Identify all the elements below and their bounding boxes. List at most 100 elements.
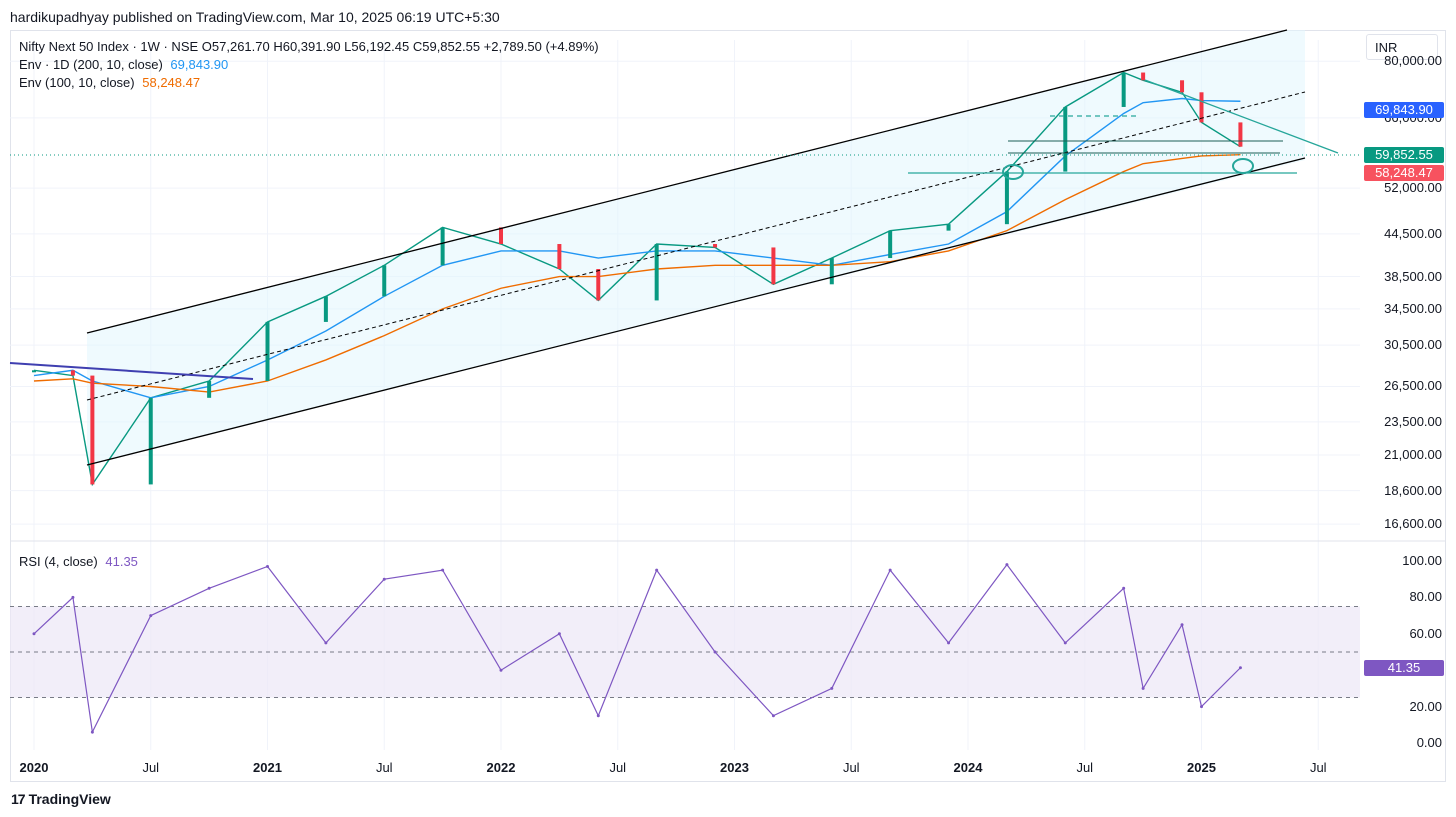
rsi-point <box>207 586 211 590</box>
channel-fill <box>87 30 1305 465</box>
rsi-label: RSI (4, close) <box>19 554 98 569</box>
rsi-point <box>1180 623 1184 627</box>
price-tick-label: 30,500.00 <box>1384 337 1442 353</box>
price-candle <box>771 247 776 285</box>
rsi-point <box>1063 641 1067 645</box>
price-candle <box>90 375 95 485</box>
rsi-tick-label: 100.00 <box>1402 553 1442 568</box>
rsi-point <box>1122 586 1126 590</box>
time-tick-label: 2024 <box>953 760 983 775</box>
published-header: hardikupadhyay published on TradingView.… <box>10 9 500 25</box>
highlight-circle <box>1232 158 1254 174</box>
time-tick-label: Jul <box>142 760 160 775</box>
rsi-point <box>71 595 75 599</box>
tradingview-logo[interactable]: 17 TradingView <box>11 791 111 807</box>
price-tick-label: 23,500.00 <box>1384 413 1442 429</box>
price-tick-label: 34,500.00 <box>1384 300 1442 316</box>
rsi-point <box>830 686 834 690</box>
rsi-point <box>1200 705 1203 709</box>
price-tick-label: 80,000.00 <box>1384 53 1442 69</box>
rsi-point <box>888 568 892 572</box>
rsi-point <box>266 564 269 568</box>
time-tick-label: 2025 <box>1187 760 1216 775</box>
channel-midline <box>86 91 1306 401</box>
price-tick-label: 18,600.00 <box>1384 482 1442 498</box>
env2-label: Env (100, 10, close) <box>19 75 135 90</box>
price-tag: 58,248.47 <box>1364 165 1444 181</box>
chart-frame[interactable] <box>10 30 1446 782</box>
rsi-point <box>771 714 775 718</box>
price-candle <box>70 370 75 376</box>
price-candle <box>207 380 212 398</box>
price-candle <box>713 244 718 248</box>
price-tick-label: 21,000.00 <box>1384 446 1442 462</box>
price-candle <box>32 370 36 373</box>
rsi-point <box>1005 563 1009 567</box>
tradingview-brand: TradingView <box>28 791 111 807</box>
rsi-point <box>1238 666 1242 670</box>
rsi-point <box>499 668 503 672</box>
tradingview-logo-icon: 17 <box>11 791 26 807</box>
symbol-legend[interactable]: Nifty Next 50 Index · 1W · NSE O57,261.7… <box>19 39 599 54</box>
rsi-tag: 41.35 <box>1364 659 1444 676</box>
rsi-point <box>655 568 659 572</box>
currency-selector[interactable]: INR <box>1366 34 1438 60</box>
price-candle <box>557 244 562 270</box>
time-tick-label: 2022 <box>486 760 516 775</box>
rsi-tick-label: 20.00 <box>1409 698 1442 714</box>
time-tick-label: Jul <box>375 760 393 775</box>
rsi-point <box>441 568 445 572</box>
channel-upper-line <box>86 29 1288 334</box>
rsi-point <box>382 577 386 581</box>
price-candle <box>654 244 659 301</box>
time-tick-label: Jul <box>842 760 860 775</box>
price-tick-label: 52,000.00 <box>1384 180 1442 196</box>
price-candle <box>1121 72 1126 107</box>
price-candle <box>946 224 951 231</box>
price-tick-label: 16,600.00 <box>1384 516 1442 532</box>
time-tick-label: Jul <box>609 760 627 775</box>
rsi-value: 41.35 <box>105 554 138 569</box>
env1-legend[interactable]: Env · 1D (200, 10, close) 69,843.90 <box>19 57 228 72</box>
env1-value: 69,843.90 <box>170 57 229 72</box>
rsi-point <box>32 632 36 636</box>
rsi-point <box>947 641 951 645</box>
price-candle <box>1063 106 1068 172</box>
price-candle <box>499 227 503 245</box>
price-tick-label: 26,500.00 <box>1384 378 1442 394</box>
price-candle <box>323 296 328 322</box>
price-candle <box>596 269 601 301</box>
resistance-line <box>9 362 254 380</box>
price-candle <box>440 227 445 266</box>
price-candle <box>1238 122 1243 147</box>
time-tick-label: 2021 <box>253 760 282 775</box>
rsi-point <box>324 641 328 645</box>
price-candle <box>829 258 834 285</box>
price-candle <box>265 321 270 381</box>
rsi-tick-label: 60.00 <box>1409 625 1442 641</box>
price-tick-label: 38,500.00 <box>1384 268 1442 284</box>
time-tick-label: Jul <box>1309 760 1327 775</box>
price-candle <box>1004 171 1009 225</box>
descending-trendline <box>1144 79 1339 154</box>
rsi-point <box>713 650 717 654</box>
price-tag: 69,843.90 <box>1364 102 1444 118</box>
rsi-legend[interactable]: RSI (4, close) 41.35 <box>19 554 138 569</box>
rsi-point <box>596 714 600 718</box>
rsi-tick-label: 0.00 <box>1416 735 1442 750</box>
price-candle <box>382 265 387 297</box>
price-candle <box>1180 80 1185 93</box>
rsi-point <box>90 730 94 734</box>
price-candle <box>1199 92 1204 123</box>
env2-legend[interactable]: Env (100, 10, close) 58,248.47 <box>19 75 200 90</box>
price-candle <box>1141 72 1146 81</box>
rsi-point <box>557 632 561 636</box>
price-tick-label: 44,500.00 <box>1384 225 1442 241</box>
rsi-point <box>1141 686 1145 690</box>
rsi-tick-label: 80.00 <box>1409 589 1442 605</box>
highlight-circle <box>1002 164 1024 180</box>
price-candle <box>888 230 893 259</box>
price-candle <box>148 397 153 485</box>
rsi-point <box>149 614 153 618</box>
